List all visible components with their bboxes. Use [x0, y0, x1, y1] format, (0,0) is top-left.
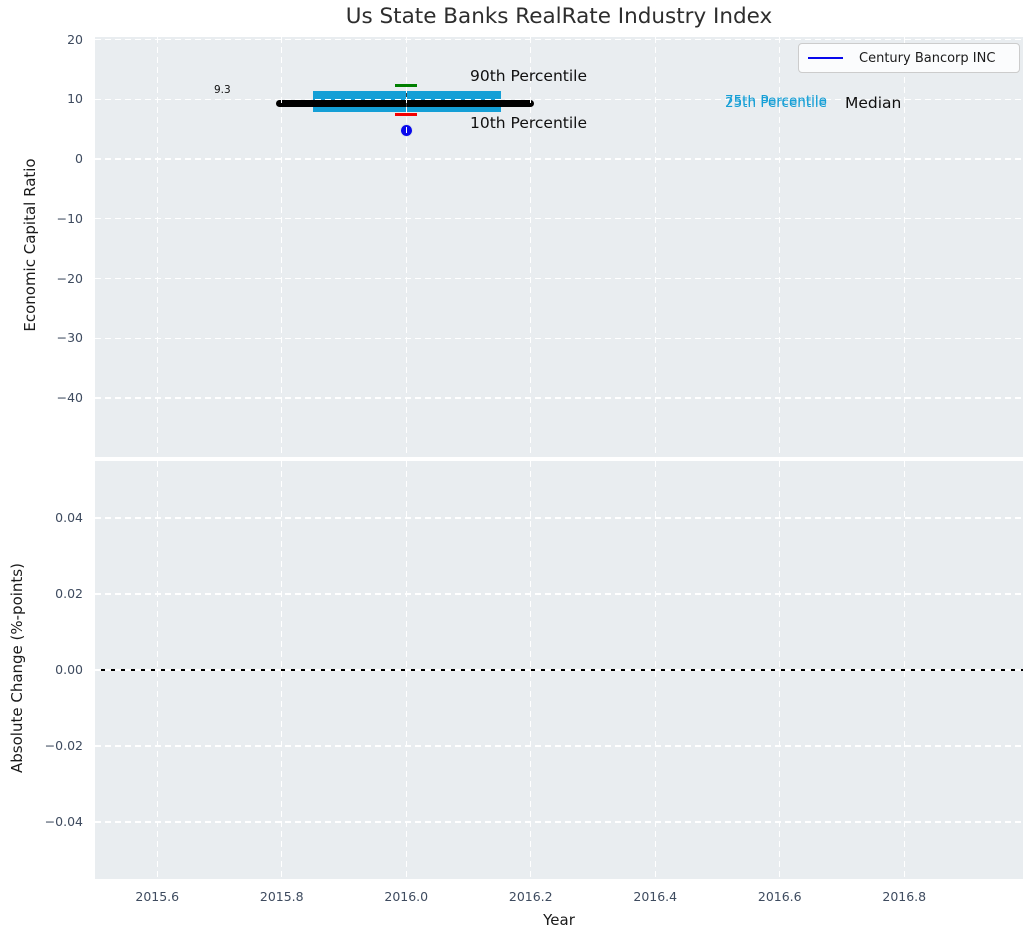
- y-tick-label: −30: [56, 330, 83, 346]
- median-value-label: 9.3: [214, 84, 231, 96]
- gridline-vertical: [654, 37, 656, 457]
- y-tick-label: 10: [67, 91, 83, 107]
- gridline-vertical: [779, 37, 781, 457]
- gridline-vertical: [530, 37, 532, 457]
- annotation-90th-percentile: 90th Percentile: [470, 67, 588, 85]
- y-tick-label: −0.02: [44, 738, 83, 753]
- gridline-horizontal: [95, 158, 1023, 160]
- x-tick-label: 2015.8: [259, 889, 304, 904]
- gridline-horizontal: [95, 98, 1023, 100]
- gridline-horizontal: [95, 337, 1023, 339]
- gridline-horizontal: [95, 669, 1023, 671]
- gridline-horizontal: [95, 397, 1023, 399]
- x-tick-label: 2016.4: [633, 889, 678, 904]
- x-tick-label: 2016.2: [508, 889, 553, 904]
- annotation-25th-percentile: 25th Percentile: [725, 94, 827, 111]
- y-tick-label: −20: [56, 270, 83, 286]
- bottom-y-axis-label: Absolute Change (%-points): [8, 563, 26, 773]
- legend-line-sample: [808, 56, 843, 60]
- gridline-horizontal: [95, 745, 1023, 747]
- x-tick-label: 2016.8: [882, 889, 927, 904]
- gridline-horizontal: [95, 218, 1023, 220]
- legend: Century Bancorp INC: [798, 43, 1020, 73]
- annotation-median: Median: [845, 94, 902, 112]
- y-tick-label: −40: [56, 390, 83, 405]
- gridline-vertical: [903, 37, 905, 457]
- gridline-horizontal: [95, 38, 1023, 41]
- annotation-75th-percentile: 75th Percentile: [725, 92, 827, 109]
- x-axis-label: Year: [543, 911, 575, 929]
- gridline-vertical: [281, 37, 283, 457]
- annotation-10th-percentile: 10th Percentile: [470, 114, 588, 132]
- gridline-vertical: [405, 37, 407, 457]
- gridline-vertical: [156, 37, 158, 457]
- chart-title: Us State Banks RealRate Industry Index: [345, 4, 773, 29]
- top-plot-area: [95, 37, 1023, 457]
- y-tick-label: 0.02: [55, 586, 83, 601]
- x-tick-label: 2016.0: [384, 889, 429, 904]
- y-tick-label: 0.00: [55, 662, 83, 677]
- median-line: [275, 100, 534, 107]
- bottom-plot-area: [95, 461, 1023, 879]
- top-y-axis-label: Economic Capital Ratio: [21, 158, 39, 332]
- y-tick-label: 0: [75, 151, 83, 166]
- legend-label: Century Bancorp INC: [859, 50, 996, 66]
- gridline-horizontal: [95, 277, 1023, 280]
- x-tick-label: 2016.6: [757, 889, 802, 904]
- y-tick-label: 0.04: [55, 510, 83, 525]
- y-tick-label: −0.04: [44, 814, 83, 829]
- y-tick-label: 20: [67, 31, 83, 47]
- gridline-horizontal: [95, 593, 1023, 595]
- gridline-horizontal: [95, 821, 1023, 823]
- x-tick-label: 2015.6: [135, 889, 180, 904]
- gridline-horizontal: [95, 517, 1023, 519]
- y-tick-label: −10: [56, 210, 83, 226]
